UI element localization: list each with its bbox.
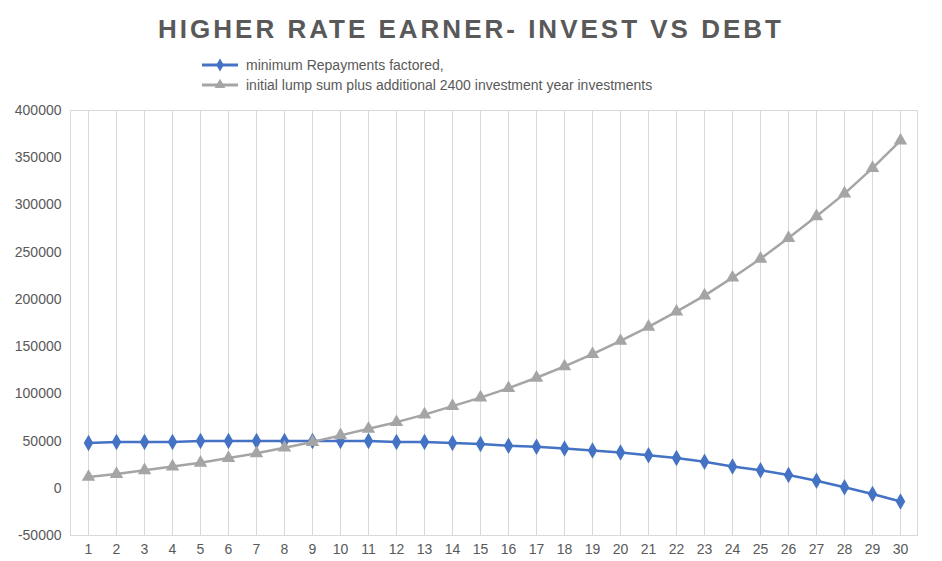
- svg-text:30: 30: [893, 541, 909, 557]
- svg-text:22: 22: [669, 541, 685, 557]
- svg-text:10: 10: [333, 541, 349, 557]
- svg-text:50000: 50000: [23, 433, 62, 449]
- svg-text:200000: 200000: [15, 291, 62, 307]
- svg-text:23: 23: [697, 541, 713, 557]
- svg-text:15: 15: [473, 541, 489, 557]
- svg-text:6: 6: [225, 541, 233, 557]
- svg-text:400000: 400000: [15, 102, 62, 118]
- svg-text:150000: 150000: [15, 338, 62, 354]
- svg-text:7: 7: [253, 541, 261, 557]
- svg-text:14: 14: [445, 541, 461, 557]
- svg-text:9: 9: [309, 541, 317, 557]
- svg-text:8: 8: [281, 541, 289, 557]
- svg-text:1: 1: [85, 541, 93, 557]
- svg-text:300000: 300000: [15, 196, 62, 212]
- svg-text:0: 0: [54, 480, 62, 496]
- svg-text:17: 17: [529, 541, 545, 557]
- svg-text:18: 18: [557, 541, 573, 557]
- svg-text:4: 4: [169, 541, 177, 557]
- svg-text:12: 12: [389, 541, 405, 557]
- svg-text:350000: 350000: [15, 149, 62, 165]
- svg-text:2: 2: [113, 541, 121, 557]
- svg-text:25: 25: [753, 541, 769, 557]
- svg-text:-50000: -50000: [18, 527, 62, 543]
- html-text:minimum Repayments factored,: minimum Repayments factored,: [246, 57, 444, 73]
- svg-text:19: 19: [585, 541, 601, 557]
- svg-text:27: 27: [809, 541, 825, 557]
- svg-text:16: 16: [501, 541, 517, 557]
- html-text:initial lump sum plus addition: initial lump sum plus additional 2400 in…: [246, 77, 653, 93]
- svg-text:13: 13: [417, 541, 433, 557]
- svg-text:29: 29: [865, 541, 881, 557]
- svg-text:24: 24: [725, 541, 741, 557]
- svg-text:21: 21: [641, 541, 657, 557]
- svg-text:3: 3: [141, 541, 149, 557]
- svg-text:20: 20: [613, 541, 629, 557]
- html-text:HIGHER RATE EARNER- INVEST VS: HIGHER RATE EARNER- INVEST VS DEBT: [158, 14, 784, 44]
- svg-text:11: 11: [361, 541, 376, 557]
- svg-text:250000: 250000: [15, 244, 62, 260]
- svg-text:100000: 100000: [15, 385, 62, 401]
- svg-text:26: 26: [781, 541, 797, 557]
- svg-text:5: 5: [197, 541, 205, 557]
- svg-text:28: 28: [837, 541, 853, 557]
